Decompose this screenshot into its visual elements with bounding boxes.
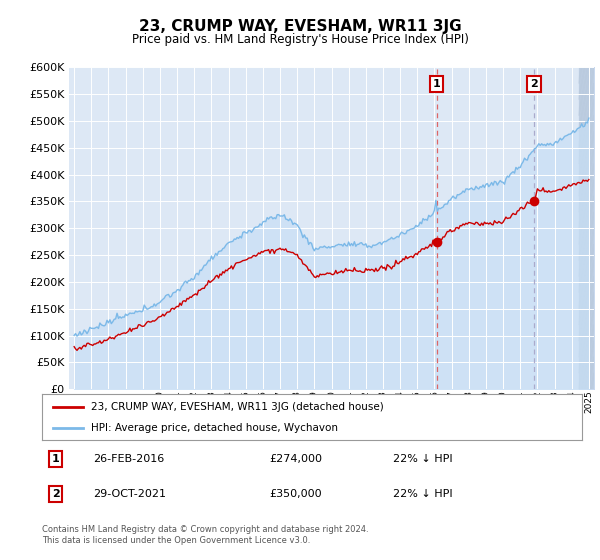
Text: 2: 2 bbox=[530, 80, 538, 90]
Text: Contains HM Land Registry data © Crown copyright and database right 2024.
This d: Contains HM Land Registry data © Crown c… bbox=[42, 525, 368, 545]
Text: 1: 1 bbox=[433, 80, 440, 90]
Text: £274,000: £274,000 bbox=[269, 454, 322, 464]
Text: £350,000: £350,000 bbox=[269, 489, 322, 499]
Text: 26-FEB-2016: 26-FEB-2016 bbox=[94, 454, 164, 464]
Text: 22% ↓ HPI: 22% ↓ HPI bbox=[393, 454, 452, 464]
Text: 1: 1 bbox=[52, 454, 59, 464]
Text: HPI: Average price, detached house, Wychavon: HPI: Average price, detached house, Wych… bbox=[91, 423, 338, 433]
Text: 2: 2 bbox=[52, 489, 59, 499]
Text: Price paid vs. HM Land Registry's House Price Index (HPI): Price paid vs. HM Land Registry's House … bbox=[131, 32, 469, 46]
Text: 23, CRUMP WAY, EVESHAM, WR11 3JG: 23, CRUMP WAY, EVESHAM, WR11 3JG bbox=[139, 20, 461, 34]
Text: 23, CRUMP WAY, EVESHAM, WR11 3JG (detached house): 23, CRUMP WAY, EVESHAM, WR11 3JG (detach… bbox=[91, 402, 383, 412]
Text: 22% ↓ HPI: 22% ↓ HPI bbox=[393, 489, 452, 499]
Text: 29-OCT-2021: 29-OCT-2021 bbox=[94, 489, 166, 499]
